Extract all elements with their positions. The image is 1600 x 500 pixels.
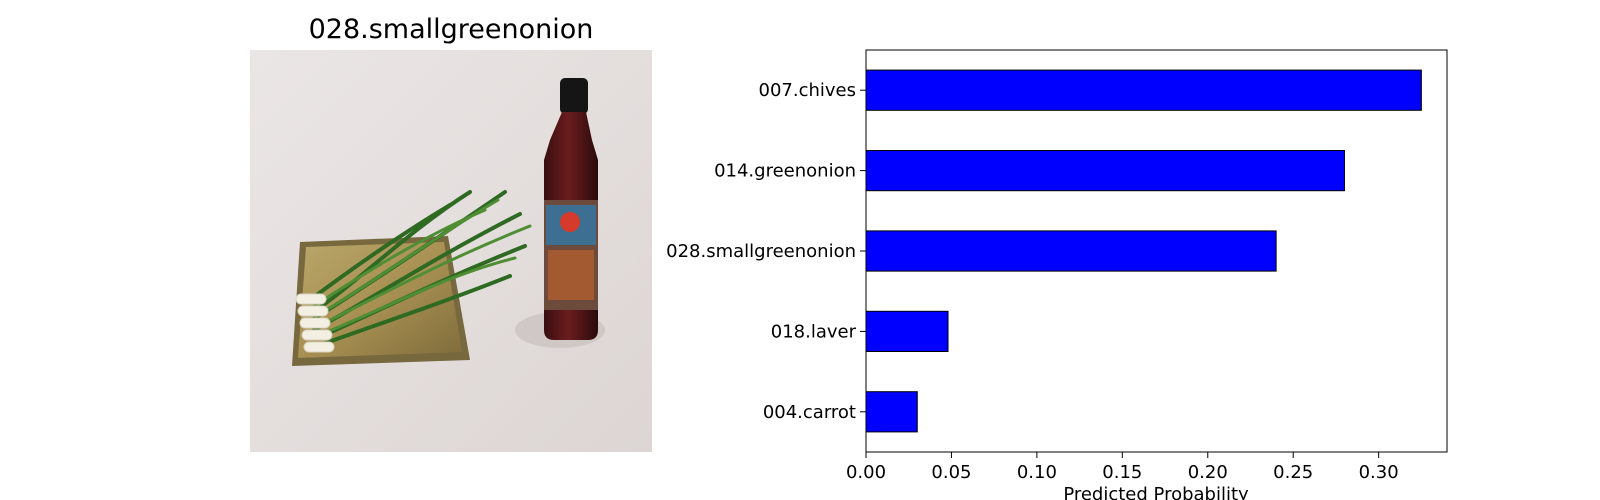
x-tick-label: 0.20 — [1188, 462, 1228, 483]
bar-028.smallgreenonion — [865, 230, 1277, 272]
x-ticks: 0.00 0.05 0.10 0.15 0.20 0.25 0.30 — [846, 452, 1399, 483]
x-axis-label: Predicted Probability — [1063, 484, 1249, 500]
bars — [865, 69, 1422, 433]
y-tick-label: 014.greenonion — [714, 161, 856, 182]
y-tick-label: 018.laver — [771, 321, 857, 342]
bar-018.laver — [865, 310, 949, 352]
x-tick-label: 0.25 — [1273, 462, 1313, 483]
y-tick-labels: 007.chives 014.greenonion 028.smallgreenon… — [666, 80, 866, 423]
x-tick-label: 0.05 — [931, 462, 971, 483]
y-tick-label: 007.chives — [759, 80, 857, 101]
y-tick-label: 004.carrot — [763, 402, 856, 423]
image-title: 028.smallgreenonion — [308, 14, 594, 45]
x-tick-label: 0.10 — [1017, 462, 1057, 483]
bar-004.carrot — [865, 391, 918, 433]
bar-014.greenonion — [865, 150, 1345, 192]
y-tick-label: 028.smallgreenonion — [666, 241, 856, 262]
bar-007.chives — [865, 69, 1422, 111]
x-tick-label: 0.30 — [1359, 462, 1399, 483]
x-tick-label: 0.15 — [1102, 462, 1142, 483]
x-tick-label: 0.00 — [846, 462, 886, 483]
plot-frame — [865, 49, 1448, 453]
